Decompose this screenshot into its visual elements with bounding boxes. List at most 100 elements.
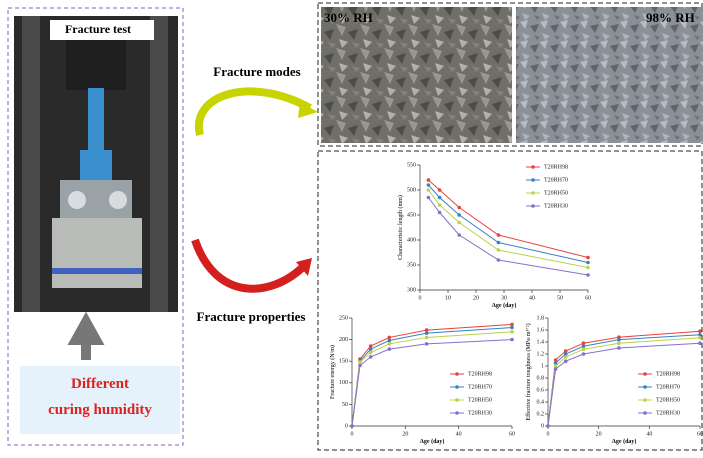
point [586,266,590,270]
x-axis-label: Age (day) [492,302,517,309]
y-tick-label: 50 [342,402,348,408]
point [617,341,621,345]
legend-marker [643,372,647,376]
point [369,351,373,355]
point [388,339,392,343]
point [438,211,442,215]
x-tick-label: 40 [456,431,462,437]
legend-label: T20RH98 [468,371,492,377]
point [564,355,568,359]
y-tick-label: 1.4 [537,339,545,345]
y-tick-label: 200 [339,337,348,343]
x-tick-label: 20 [402,431,408,437]
legend-label: T20RH98 [544,164,568,170]
point [438,203,442,207]
point [369,355,373,359]
x-axis-label: Age (day) [612,438,637,445]
y-tick-label: 450 [407,212,416,218]
x-tick-label: 60 [509,431,515,437]
point [425,342,429,346]
y-tick-label: 0 [345,423,348,429]
point [698,329,702,333]
point [438,196,442,200]
y-tick-label: 100 [339,380,348,386]
x-tick-label: 30 [501,295,507,301]
x-tick-label: 0 [351,431,354,437]
y-tick-label: 550 [407,162,416,168]
point [427,188,431,192]
point [427,196,431,200]
legend-marker [643,385,647,389]
point [698,341,702,345]
point [427,183,431,187]
point [425,336,429,340]
arrow-up [76,322,96,360]
y-tick-label: 1.8 [537,315,545,321]
legend-marker [531,204,535,208]
x-tick-label: 60 [697,431,703,437]
point [698,336,702,340]
x-tick-label: 0 [547,431,550,437]
y-tick-label: 250 [339,315,348,321]
x-tick-label: 20 [596,431,602,437]
point [350,424,354,428]
point [497,233,501,237]
point [427,178,431,182]
point [617,346,621,350]
y-axis-label: Fracture energy (N/m) [329,345,336,399]
point [564,359,568,363]
arrow [195,240,305,289]
point [358,360,362,364]
graphical-abstract: Fracture test Different curing humidity … [0,0,703,453]
y-tick-label: 1.2 [537,351,545,357]
y-tick-label: 350 [407,262,416,268]
point [497,258,501,262]
legend-label: T20RH98 [656,371,680,377]
point [457,233,461,237]
legend-label: T20RH70 [544,177,568,183]
photo-fracture-30 [321,7,512,143]
legend-label: T20RH50 [468,397,492,403]
point [497,241,501,245]
legend-marker [455,411,459,415]
label: Fracture modes [213,64,300,79]
legend-marker [455,398,459,402]
y-tick-label: 1 [541,363,544,369]
properties-frame [318,151,702,450]
point [582,352,586,356]
legend-label: T20RH30 [468,410,492,416]
y-tick-label: 0.8 [537,375,545,381]
point [457,206,461,210]
label: 30% RH [324,10,373,25]
point [586,261,590,265]
y-tick-label: 0.6 [537,387,545,393]
x-tick-label: 10 [445,295,451,301]
point [617,338,621,342]
y-tick-label: 1.6 [537,327,545,333]
point [388,347,392,351]
series-line [428,185,588,263]
legend-label: T20RH70 [468,384,492,390]
legend-label: T20RH30 [544,203,568,209]
point [425,331,429,335]
x-axis-label: Age (day) [420,438,445,445]
label: curing humidity [48,402,152,418]
point [358,364,362,368]
y-tick-label: 150 [339,359,348,365]
arrow [199,91,310,135]
point [438,188,442,192]
legend-label: T20RH30 [656,410,680,416]
point [586,256,590,260]
label: Fracture properties [197,309,306,324]
point [497,248,501,252]
x-tick-label: 40 [529,295,535,301]
legend-label: T20RH70 [656,384,680,390]
point [546,424,550,428]
x-tick-label: 60 [585,295,591,301]
label: 98% RH [646,10,695,25]
x-tick-label: 50 [557,295,563,301]
photo-testing-machine [14,16,178,312]
point [510,330,514,334]
y-axis-label: Effective fracture toughness (MPa·m¹ᐟ²) [525,323,532,420]
x-tick-label: 40 [646,431,652,437]
